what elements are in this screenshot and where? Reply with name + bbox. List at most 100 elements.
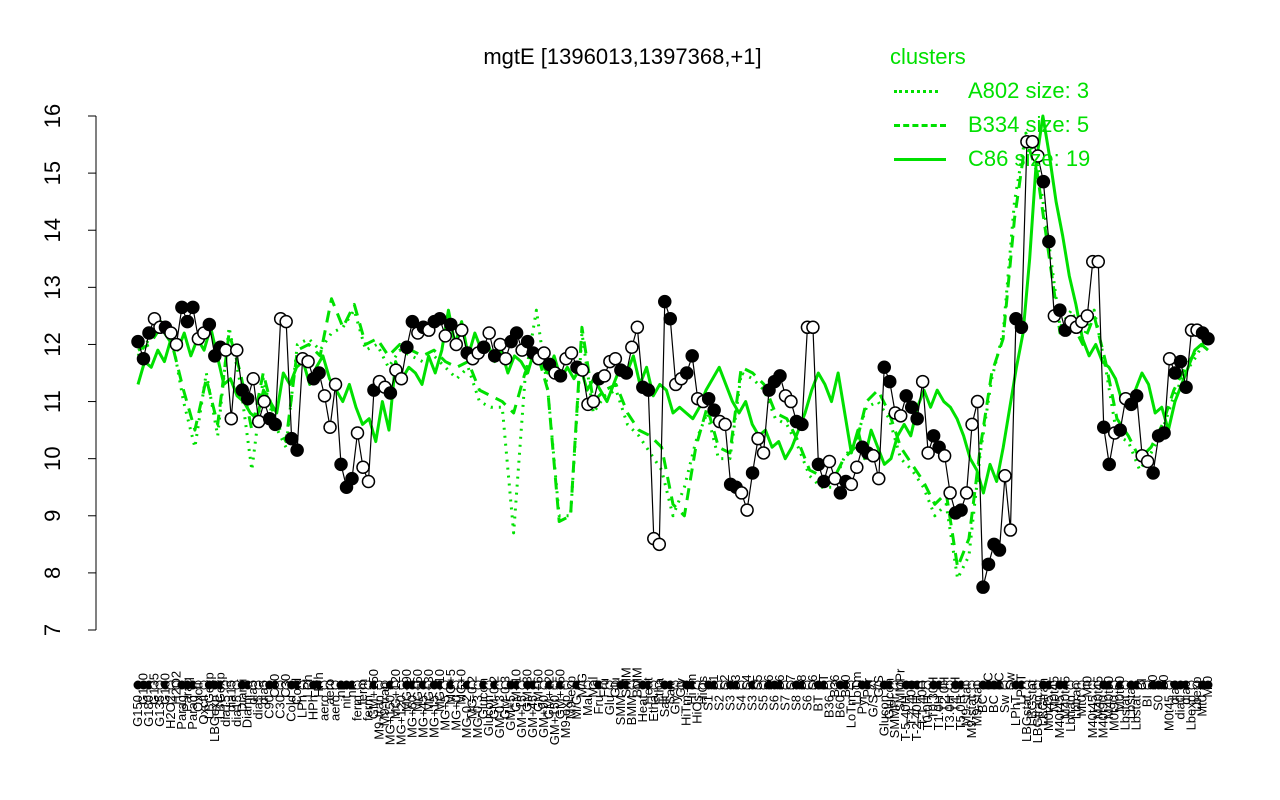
x-tick-label: Lbstat xyxy=(1118,695,1133,731)
x-tick-label: HiOs xyxy=(690,695,705,724)
data-point xyxy=(449,337,464,352)
x-tick-label: M9-tran xyxy=(371,695,386,740)
x-tick-label: dia5 xyxy=(256,680,271,705)
data-point xyxy=(1113,423,1127,437)
data-point xyxy=(564,346,579,360)
rug-marker xyxy=(1203,680,1213,690)
data-point xyxy=(773,369,787,383)
data-point xyxy=(784,394,798,409)
x-tick-label: LBGtran xyxy=(1035,678,1050,726)
data-point xyxy=(981,557,996,572)
data-point xyxy=(937,449,952,463)
x-tick-label: dia15 xyxy=(218,695,233,727)
x-tick-label: SMM xyxy=(613,695,628,725)
data-point xyxy=(652,537,667,552)
x-tick-label: M/G xyxy=(569,695,584,720)
data-point xyxy=(597,369,612,383)
x-tick-label: M0t45 xyxy=(1041,695,1056,731)
data-point xyxy=(175,300,189,315)
x-tick-label: C30 xyxy=(273,695,288,719)
x-tick-label: MG-0.3 xyxy=(470,695,485,738)
x-tick-label: Heat xyxy=(635,695,650,723)
y-tick-label: 16 xyxy=(40,104,65,128)
x-tick-label: LoTm xyxy=(849,672,864,705)
data-point xyxy=(625,340,639,355)
x-tick-label: Lbstat xyxy=(1123,683,1138,719)
x-tick-label: Oxctl xyxy=(190,682,205,712)
x-tick-label: HPh xyxy=(306,695,321,720)
x-tick-label: ferm xyxy=(360,695,375,721)
data-point xyxy=(1091,254,1106,269)
x-tick-label: BC xyxy=(986,695,1001,713)
data-point xyxy=(246,371,260,386)
x-tick-label: C30 xyxy=(278,674,293,698)
x-tick-label: Pyr xyxy=(854,694,869,714)
x-tick-label: LBGexp xyxy=(207,695,222,742)
data-point xyxy=(164,326,178,340)
x-tick-label: MG-0.2 xyxy=(465,676,480,719)
dotted-line-icon xyxy=(894,90,938,93)
x-tick-label: G135 xyxy=(152,695,167,727)
data-point xyxy=(454,323,469,337)
data-point xyxy=(850,460,864,474)
x-tick-label: T2.0H xyxy=(937,677,952,712)
x-tick-label: Diami xyxy=(234,679,249,712)
data-point xyxy=(811,457,826,472)
x-tick-label: Mt0 xyxy=(1074,695,1089,717)
x-tick-label: HiOs xyxy=(695,675,710,704)
x-tick-label: T0.30H xyxy=(926,677,941,720)
data-point xyxy=(405,314,420,329)
data-point xyxy=(334,457,348,472)
data-point xyxy=(520,334,535,349)
x-tick-label: Gly xyxy=(673,678,688,698)
data-point xyxy=(493,337,507,352)
x-tick-label: G150 xyxy=(135,673,150,705)
x-tick-label: Pyr xyxy=(860,677,875,697)
y-tick-label: 15 xyxy=(40,161,65,185)
x-tick-label: BI xyxy=(1140,695,1155,707)
x-tick-label: MG+150 xyxy=(382,695,397,745)
data-point xyxy=(224,411,239,426)
x-tick-label: M/G xyxy=(574,673,589,698)
x-tick-labels: G150G150G180G135G135G180H2O2H2O2ParaqPar… xyxy=(130,667,1215,745)
y-tick-label: 7 xyxy=(40,624,65,636)
x-tick-label: Salt xyxy=(657,695,672,718)
x-tick-label: Lbtran xyxy=(1063,695,1078,732)
x-tick-label: GM+30 xyxy=(520,669,535,712)
data-point xyxy=(1162,351,1177,366)
x-tick-label: S6 xyxy=(767,695,782,711)
x-tick-label: Lbtran xyxy=(1068,682,1083,719)
x-tick-label: M9-stat xyxy=(959,683,974,727)
x-tick-label: Diami xyxy=(240,695,255,728)
x-tick-label: MG+60 xyxy=(410,669,425,712)
x-tick-label: GM+90 xyxy=(536,695,551,738)
chart-title: mgtE [1396013,1397368,+1] xyxy=(483,44,762,69)
x-tick-label: S1 xyxy=(701,695,716,711)
x-tick-label: S1 xyxy=(706,674,721,690)
data-point xyxy=(1096,420,1111,435)
cluster-line-dotted xyxy=(136,131,1210,581)
x-tick-label: Mt0 xyxy=(1079,676,1094,698)
x-tick-label: S4 xyxy=(734,695,749,711)
data-point xyxy=(1179,380,1193,395)
data-point xyxy=(1031,149,1045,163)
data-point xyxy=(317,389,332,403)
x-tick-label: Heat xyxy=(640,677,655,705)
x-tick-label: aero xyxy=(322,679,337,705)
x-tick-label: nit xyxy=(344,683,359,697)
data-point xyxy=(1173,354,1188,369)
x-tick-label: S6 xyxy=(805,674,820,690)
data-point xyxy=(509,326,524,340)
data-point xyxy=(345,471,359,486)
x-tick-label: aero xyxy=(317,695,332,721)
y-tick-label: 9 xyxy=(40,510,65,522)
x-tick-label: GM+150 xyxy=(553,669,568,719)
x-tick-label: Mal xyxy=(580,695,595,716)
x-tick-label: Fru xyxy=(591,695,606,715)
data-point xyxy=(740,503,754,517)
data-point xyxy=(707,403,721,417)
x-tick-label: T3.0H xyxy=(942,695,957,730)
x-tick-label: MG+10 xyxy=(432,669,447,712)
data-point xyxy=(383,386,398,400)
